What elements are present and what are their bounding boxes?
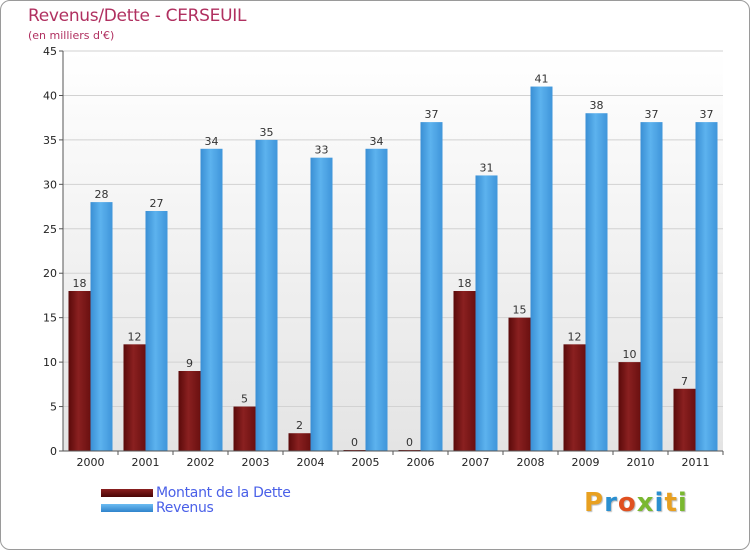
bar-debt	[178, 371, 201, 451]
y-tick-label: 5	[50, 401, 57, 414]
bar-revenue	[475, 175, 498, 451]
bar-revenue	[640, 122, 663, 451]
bar-revenue	[200, 148, 223, 451]
bar-revenue	[255, 139, 278, 451]
y-tick-label: 15	[43, 312, 57, 325]
bar-revenue	[585, 113, 608, 451]
data-label-debt: 18	[458, 277, 472, 290]
x-tick-label: 2010	[627, 456, 655, 469]
data-label-revenue: 33	[315, 144, 329, 157]
bar-revenue	[90, 202, 113, 451]
bar-debt	[68, 291, 91, 451]
bar-revenue	[365, 148, 388, 451]
y-tick-label: 40	[43, 89, 57, 102]
chart-subtitle: (en milliers d'€)	[28, 29, 115, 42]
data-label-debt: 15	[513, 304, 527, 317]
y-tick-label: 25	[43, 223, 57, 236]
data-label-debt: 5	[241, 393, 248, 406]
bar-revenue	[530, 86, 553, 452]
logo-letter: x	[636, 488, 655, 518]
logo-letter: r	[604, 488, 618, 518]
data-label-revenue: 37	[645, 108, 659, 121]
data-label-revenue: 37	[700, 108, 714, 121]
x-tick-label: 2008	[517, 456, 545, 469]
bar-debt	[288, 433, 311, 451]
data-label-revenue: 37	[425, 108, 439, 121]
bar-debt	[618, 362, 641, 451]
bar-debt	[673, 388, 696, 451]
y-tick-label: 10	[43, 356, 57, 369]
logo-letter: o	[617, 488, 637, 518]
data-label-debt: 12	[128, 330, 142, 343]
legend-swatch-debt	[101, 489, 153, 497]
bar-debt	[233, 406, 256, 451]
chart-title: Revenus/Dette - CERSEUIL	[28, 6, 247, 26]
x-tick-label: 2005	[352, 456, 380, 469]
legend-swatch-revenue	[101, 504, 153, 512]
x-tick-label: 2011	[682, 456, 710, 469]
logo-letter: i	[654, 488, 665, 518]
data-label-debt: 0	[351, 436, 358, 449]
data-label-debt: 2	[296, 419, 303, 432]
logo-letter: i	[677, 488, 688, 518]
legend-label-revenue: Revenus	[156, 500, 214, 516]
y-tick-label: 45	[43, 45, 57, 58]
y-tick-label: 0	[50, 445, 57, 458]
bar-revenue	[420, 122, 443, 451]
axes	[59, 50, 724, 455]
x-tick-label: 2000	[77, 456, 105, 469]
data-label-revenue: 34	[205, 135, 219, 148]
x-tick-label: 2006	[407, 456, 435, 469]
x-tick-label: 2009	[572, 456, 600, 469]
data-label-revenue: 35	[260, 126, 274, 139]
data-label-revenue: 34	[370, 135, 384, 148]
data-label-revenue: 28	[95, 188, 109, 201]
legend-label-debt: Montant de la Dette	[156, 485, 291, 501]
data-label-revenue: 41	[535, 73, 549, 86]
data-label-revenue: 31	[480, 161, 494, 174]
data-label-debt: 12	[568, 330, 582, 343]
labels: 0510152025303540452000182820011227200293…	[43, 45, 714, 469]
grid-lines	[63, 50, 723, 408]
data-label-debt: 9	[186, 357, 193, 370]
data-label-revenue: 27	[150, 197, 164, 210]
x-tick-label: 2007	[462, 456, 490, 469]
y-tick-label: 20	[43, 267, 57, 280]
proxiti-logo: Proxiti	[584, 488, 688, 518]
bar-debt	[453, 291, 476, 451]
y-tick-label: 35	[43, 134, 57, 147]
x-tick-label: 2001	[132, 456, 160, 469]
plot-background	[63, 51, 723, 451]
logo-letter: P	[584, 488, 605, 518]
data-label-debt: 7	[681, 375, 688, 388]
bar-debt	[508, 317, 531, 451]
y-tick-label: 30	[43, 178, 57, 191]
data-label-revenue: 38	[590, 99, 604, 112]
x-tick-label: 2002	[187, 456, 215, 469]
bar-debt	[563, 344, 586, 451]
data-label-debt: 0	[406, 436, 413, 449]
bar-revenue	[310, 157, 333, 451]
bars	[68, 86, 718, 452]
bar-revenue	[695, 122, 718, 451]
x-tick-label: 2004	[297, 456, 325, 469]
data-label-debt: 10	[623, 348, 637, 361]
logo-letter: t	[664, 488, 678, 518]
bar-debt	[123, 344, 146, 451]
bar-revenue	[145, 211, 168, 451]
data-label-debt: 18	[73, 277, 87, 290]
x-tick-label: 2003	[242, 456, 270, 469]
